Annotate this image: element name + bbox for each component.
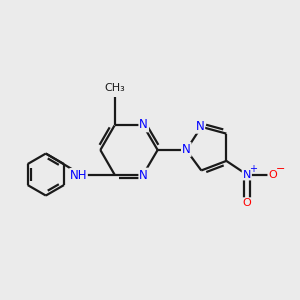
Text: NH: NH: [70, 169, 87, 182]
Text: N: N: [243, 169, 251, 179]
Text: +: +: [249, 164, 257, 174]
Text: N: N: [182, 143, 190, 156]
Text: N: N: [196, 120, 204, 133]
Text: N: N: [140, 169, 148, 182]
Text: −: −: [276, 164, 286, 174]
Text: CH₃: CH₃: [104, 83, 125, 93]
Text: O: O: [242, 198, 251, 208]
Text: O: O: [268, 169, 277, 179]
Text: N: N: [140, 118, 148, 131]
